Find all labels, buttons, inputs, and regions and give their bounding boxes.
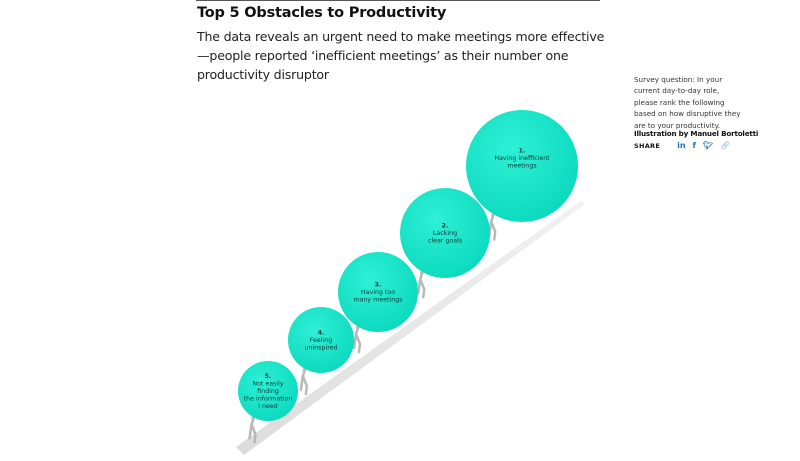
obstacle-label: Lacking: [433, 230, 457, 237]
obstacle-circle: [238, 361, 298, 421]
slope: [236, 200, 584, 455]
illustration-credit: Illustration by Manuel Bortoletti: [634, 129, 759, 138]
obstacle-rank: 3.: [375, 281, 382, 288]
obstacle-label: Having too: [361, 289, 395, 296]
obstacle-circle: [466, 110, 578, 222]
obstacle-rank: 4.: [318, 329, 325, 336]
obstacle-label: Not easily: [252, 380, 284, 387]
obstacle-label: the information: [244, 396, 293, 403]
page-title: Top 5 Obstacles to Productivity: [197, 5, 447, 21]
obstacle-label: meetings: [507, 163, 536, 170]
survey-question: Survey question: In your current day-to-…: [634, 75, 741, 130]
obstacle-rank: 2.: [442, 222, 449, 229]
obstacle-circle: [338, 252, 418, 332]
obstacle-label: clear goals: [428, 238, 462, 245]
page-subtitle: The data reveals an urgent need to make …: [197, 29, 605, 82]
obstacle-label: I need: [258, 403, 278, 410]
obstacle-label: Having inefficient: [494, 155, 550, 162]
facebook-icon[interactable]: f: [692, 141, 697, 150]
linkedin-icon[interactable]: in: [677, 141, 686, 150]
obstacle-circle: [288, 307, 354, 373]
obstacle-label: many meetings: [353, 297, 402, 304]
obstacle-label: uninspired: [304, 345, 337, 352]
link-icon[interactable]: 🔗︎: [720, 141, 731, 150]
obstacle-rank: 1.: [519, 147, 526, 154]
obstacle-circle: [400, 188, 490, 278]
share-bar: SHARE in f 🐦︎ 🔗︎: [634, 141, 730, 150]
obstacle-rank: 5.: [265, 373, 272, 380]
share-label: SHARE: [634, 141, 661, 150]
obstacle-label: finding: [257, 388, 279, 395]
obstacle-label: Feeling: [310, 337, 333, 344]
top-rule: [196, 0, 600, 1]
twitter-icon[interactable]: 🐦︎: [703, 141, 714, 150]
